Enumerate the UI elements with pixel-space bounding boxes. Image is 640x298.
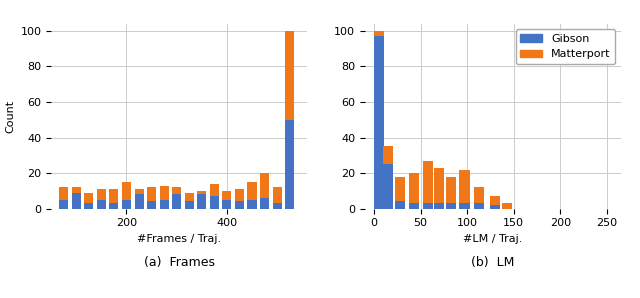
Bar: [260, 173, 269, 198]
Bar: [502, 203, 513, 209]
Bar: [409, 173, 419, 203]
Bar: [84, 193, 93, 203]
Bar: [210, 184, 219, 196]
Bar: [374, 36, 384, 209]
Bar: [460, 170, 470, 203]
Bar: [84, 203, 93, 209]
Bar: [383, 146, 393, 164]
Bar: [159, 200, 169, 209]
Bar: [185, 193, 194, 201]
Bar: [235, 201, 244, 209]
Bar: [273, 187, 282, 203]
Bar: [248, 182, 257, 200]
Bar: [434, 168, 444, 203]
Bar: [434, 203, 444, 209]
Bar: [197, 191, 206, 194]
Bar: [222, 191, 232, 200]
Bar: [383, 164, 393, 209]
Bar: [60, 187, 68, 200]
Bar: [446, 203, 456, 209]
Bar: [172, 187, 181, 194]
Bar: [72, 193, 81, 209]
Bar: [395, 201, 405, 209]
Bar: [235, 189, 244, 201]
Bar: [109, 203, 118, 209]
Bar: [97, 200, 106, 209]
Bar: [285, 120, 294, 209]
Bar: [474, 187, 484, 203]
Y-axis label: Count: Count: [5, 100, 15, 133]
Text: (a)  Frames: (a) Frames: [144, 256, 214, 269]
Bar: [122, 200, 131, 209]
Bar: [60, 200, 68, 209]
Bar: [159, 185, 169, 200]
Bar: [197, 194, 206, 209]
Bar: [409, 203, 419, 209]
Bar: [285, 31, 294, 120]
Bar: [222, 200, 232, 209]
Bar: [185, 201, 194, 209]
Bar: [147, 201, 156, 209]
Bar: [72, 187, 81, 193]
Bar: [210, 196, 219, 209]
Bar: [260, 198, 269, 209]
Text: (b)  LM: (b) LM: [471, 256, 515, 269]
Bar: [248, 200, 257, 209]
Bar: [273, 203, 282, 209]
Bar: [395, 177, 405, 201]
Bar: [490, 196, 500, 205]
Bar: [172, 194, 181, 209]
Bar: [374, 31, 384, 36]
Bar: [446, 177, 456, 203]
Bar: [122, 182, 131, 200]
Bar: [423, 161, 433, 203]
Bar: [134, 194, 143, 209]
Legend: Gibson, Matterport: Gibson, Matterport: [516, 30, 615, 64]
Bar: [97, 189, 106, 200]
X-axis label: #Frames / Traj.: #Frames / Traj.: [137, 234, 221, 244]
Bar: [147, 187, 156, 201]
Bar: [134, 189, 143, 194]
Bar: [109, 189, 118, 203]
X-axis label: #LM / Traj.: #LM / Traj.: [463, 234, 522, 244]
Bar: [423, 203, 433, 209]
Bar: [474, 203, 484, 209]
Bar: [460, 203, 470, 209]
Bar: [490, 205, 500, 209]
